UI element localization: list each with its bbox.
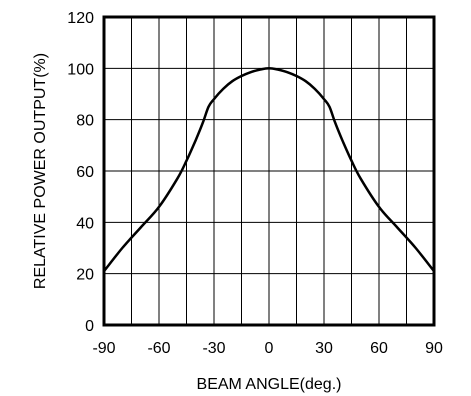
x-tick-label: -60	[147, 340, 170, 357]
x-tick-label: 0	[265, 340, 274, 357]
x-tick-label: -90	[92, 340, 115, 357]
y-tick-labels: 0 20 40 60 80 100 120	[67, 10, 94, 335]
grid-lines	[104, 17, 434, 325]
y-tick-label: 60	[76, 164, 94, 181]
y-axis-label: RELATIVE POWER OUTPUT(%)	[32, 53, 49, 289]
plot-frame	[102, 15, 436, 327]
y-tick-label: 0	[85, 318, 94, 335]
x-axis-label: BEAM ANGLE(deg.)	[197, 376, 342, 393]
y-tick-label: 100	[67, 61, 94, 78]
x-tick-label: 60	[370, 340, 388, 357]
x-tick-label: -30	[202, 340, 225, 357]
series-line	[103, 67, 435, 272]
y-tick-label: 20	[76, 267, 94, 284]
x-tick-labels: -90 -60 -30 0 30 60 90	[92, 340, 443, 357]
x-tick-label: 90	[425, 340, 443, 357]
y-tick-label: 40	[76, 215, 94, 232]
x-tick-label: 30	[315, 340, 333, 357]
y-tick-label: 120	[67, 10, 94, 27]
y-tick-label: 80	[76, 113, 94, 130]
